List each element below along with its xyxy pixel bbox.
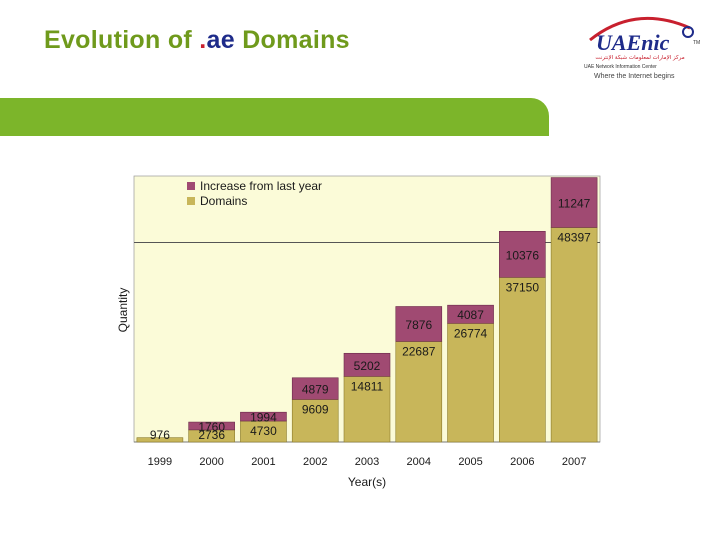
logo-org: UAE Network Information Center xyxy=(584,64,657,70)
data-label-increase-2004: 7876 xyxy=(405,318,432,332)
x-tick-2006: 2006 xyxy=(510,456,534,468)
data-label-domains-2006: 37150 xyxy=(506,280,540,294)
data-label-increase-2006: 10376 xyxy=(506,248,540,262)
header-band xyxy=(0,98,549,136)
data-label-domains-2000: 2736 xyxy=(198,428,225,442)
bar-increase-2002 xyxy=(291,377,339,400)
title-ae: ae xyxy=(206,26,235,54)
x-axis-label: Year(s) xyxy=(348,475,386,489)
x-tick-2005: 2005 xyxy=(458,456,482,468)
x-tick-2004: 2004 xyxy=(407,456,431,468)
bar-domains-2007 xyxy=(550,227,598,443)
title-suffix: Domains xyxy=(234,26,350,54)
data-label-domains-1999: 976 xyxy=(150,428,170,442)
data-label-domains-2003: 14811 xyxy=(351,379,384,393)
data-label-increase-2005: 4087 xyxy=(457,308,484,322)
bar-increase-2001 xyxy=(240,411,287,422)
legend-swatch-increase xyxy=(187,182,195,190)
data-label-increase-2001: 1994 xyxy=(250,411,277,425)
legend-label-domains: Domains xyxy=(200,194,247,208)
data-label-domains-2004: 22687 xyxy=(402,344,436,358)
logo-at-icon xyxy=(682,26,694,38)
bar-domains-2002 xyxy=(291,399,339,443)
bar-domains-1999 xyxy=(136,437,184,443)
data-label-domains-2002: 9609 xyxy=(302,402,329,416)
legend-swatch-domains xyxy=(187,197,195,205)
x-tick-2007: 2007 xyxy=(562,456,586,468)
data-label-increase-2007: 11247 xyxy=(558,197,591,211)
data-label-domains-2001: 4730 xyxy=(250,424,277,438)
x-tick-2000: 2000 xyxy=(199,456,223,468)
data-label-increase-2002: 4879 xyxy=(302,383,329,397)
uaenic-logo: UAEnic TM مركز الإمارات لمعلومات شبكة ال… xyxy=(584,16,700,80)
bar-increase-2005 xyxy=(447,304,494,324)
data-label-domains-2005: 26774 xyxy=(454,326,488,340)
title-dot: . xyxy=(199,26,207,54)
logo-arc-icon xyxy=(589,16,691,42)
bar-increase-2006 xyxy=(499,231,546,278)
legend-label-increase: Increase from last year xyxy=(200,179,322,193)
data-label-increase-2000: 1760 xyxy=(198,420,225,434)
page-title: Evolution of .ae Domains xyxy=(44,26,350,55)
bar-increase-2007 xyxy=(550,177,598,228)
title-prefix: Evolution of xyxy=(44,26,200,54)
bar-domains-2003 xyxy=(343,376,391,443)
logo-tm: TM xyxy=(693,40,700,46)
bar-domains-2004 xyxy=(395,341,443,443)
logo-tagline: Where the Internet begins xyxy=(594,73,675,80)
legend: Increase from last year Domains xyxy=(187,179,322,208)
bar-domains-2006 xyxy=(499,277,546,443)
bar-increase-2004 xyxy=(395,306,443,342)
logo-arabic: مركز الإمارات لمعلومات شبكة الإنترنت xyxy=(595,54,684,61)
bar-increase-2003 xyxy=(343,352,391,377)
data-label-domains-2007: 48397 xyxy=(557,230,591,244)
logo-text: UAEnic xyxy=(596,30,670,55)
y-axis-label: Quantity xyxy=(116,288,130,333)
bar-domains-2005 xyxy=(447,323,494,443)
x-tick-2003: 2003 xyxy=(355,456,379,468)
x-tick-2001: 2001 xyxy=(251,456,275,468)
bar-increase-2000 xyxy=(188,421,235,431)
data-label-increase-2003: 5202 xyxy=(354,359,381,373)
x-tick-2002: 2002 xyxy=(303,456,327,468)
x-tick-1999: 1999 xyxy=(148,456,172,468)
